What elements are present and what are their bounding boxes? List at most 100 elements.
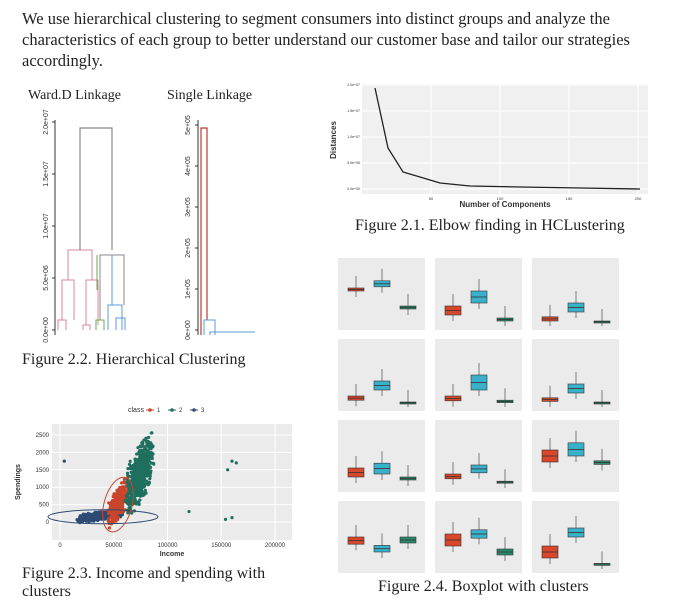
- point: [107, 520, 112, 524]
- axis-label: Distances: [329, 121, 338, 159]
- point: [126, 492, 130, 496]
- point: [108, 506, 112, 510]
- point: [148, 465, 153, 469]
- point: [77, 519, 82, 524]
- legend-marker: [192, 408, 196, 412]
- point: [108, 503, 113, 507]
- point: [150, 454, 154, 458]
- point: [91, 513, 95, 518]
- point: [132, 467, 136, 471]
- point: [133, 500, 137, 504]
- y-tick-label: 500: [39, 503, 50, 509]
- legend-label: 3: [201, 408, 205, 414]
- x-tick-label: 50000: [105, 543, 122, 549]
- point: [145, 474, 149, 478]
- point: [115, 490, 119, 494]
- line: [95, 319, 105, 330]
- point: [187, 509, 191, 514]
- line: [67, 249, 93, 280]
- point: [122, 480, 126, 484]
- y-tick-label: 4e+05: [185, 156, 192, 176]
- point: [113, 498, 117, 502]
- point: [134, 480, 138, 484]
- point: [112, 506, 117, 510]
- point: [140, 483, 144, 487]
- point: [133, 488, 137, 492]
- point: [121, 489, 126, 493]
- point: [142, 470, 146, 474]
- y-tick-label: 2e+05: [185, 238, 192, 258]
- point: [81, 514, 85, 519]
- y-tick-label: 5e+05: [185, 115, 192, 135]
- point: [139, 472, 144, 476]
- point: [78, 515, 82, 520]
- point: [108, 510, 112, 514]
- point: [230, 459, 234, 463]
- point: [93, 517, 98, 521]
- y-tick-label: 1500: [36, 468, 50, 474]
- x-tick-label: 50: [429, 196, 434, 201]
- point: [125, 495, 129, 499]
- x-tick-label: 150000: [211, 543, 232, 549]
- point: [145, 479, 149, 483]
- legend-marker: [170, 408, 174, 412]
- point: [144, 439, 149, 443]
- point: [148, 472, 152, 476]
- point: [109, 500, 114, 504]
- point: [140, 448, 144, 452]
- point: [129, 495, 133, 499]
- point: [142, 475, 146, 479]
- plot-bg: [362, 84, 648, 194]
- point: [88, 516, 93, 521]
- legend-label: 1: [157, 408, 161, 414]
- caption: Figure 2.1. Elbow finding in HCLustering: [355, 217, 625, 234]
- point: [138, 453, 143, 457]
- point: [234, 461, 238, 465]
- point: [148, 446, 152, 451]
- y-tick-label: 0.0e+00: [347, 187, 360, 191]
- single-title: Single Linkage: [167, 88, 253, 103]
- point: [107, 501, 111, 505]
- point: [130, 477, 134, 481]
- point: [62, 459, 66, 463]
- point: [143, 488, 147, 492]
- point: [114, 501, 118, 505]
- y-tick-label: 2500: [36, 433, 50, 439]
- boxplot-panel: [435, 420, 522, 492]
- point: [143, 460, 148, 464]
- line: [203, 319, 216, 335]
- point: [142, 491, 146, 495]
- legend-marker: [148, 408, 152, 412]
- point: [137, 487, 141, 492]
- point: [136, 446, 140, 450]
- point: [109, 516, 113, 520]
- point: [126, 467, 130, 471]
- point: [117, 500, 121, 504]
- y-tick-label: 2000: [36, 450, 50, 456]
- point: [136, 469, 141, 473]
- line: [374, 87, 641, 190]
- boxplot-panel: [338, 258, 425, 330]
- point: [142, 453, 146, 457]
- point: [133, 471, 137, 476]
- point: [230, 516, 234, 520]
- point: [134, 459, 138, 463]
- y-tick-label: 2.0e+07: [43, 109, 50, 135]
- line: [115, 317, 126, 330]
- point: [141, 440, 145, 444]
- ward-title: Ward.D Linkage: [28, 88, 121, 103]
- point: [115, 515, 119, 519]
- point: [125, 471, 130, 475]
- point: [134, 502, 138, 506]
- point: [141, 460, 145, 464]
- point: [125, 489, 129, 493]
- x-tick-label: 100000: [157, 543, 178, 549]
- point: [146, 441, 151, 445]
- point: [114, 504, 118, 508]
- point: [107, 526, 112, 530]
- y-tick-label: 0.0e+00: [43, 317, 50, 343]
- point: [110, 518, 114, 523]
- point: [80, 519, 84, 524]
